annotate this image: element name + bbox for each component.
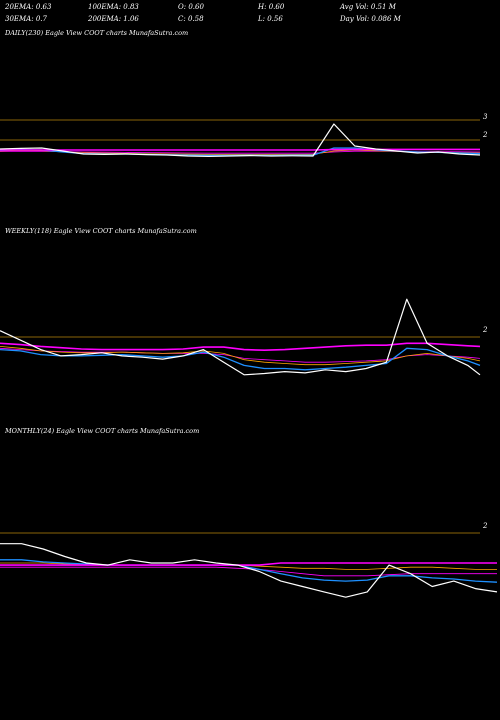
stat-200ema: 200EMA: 1.06: [88, 15, 139, 23]
ema-fast-line: [0, 347, 481, 371]
price-line: [0, 298, 481, 376]
ema-mid-line: [0, 562, 497, 566]
stat-30ema: 30EMA: 0.7: [5, 15, 47, 23]
ema-slow-line: [0, 346, 481, 366]
daily-y-tick-3: 3: [483, 113, 488, 121]
panel-daily: [0, 119, 481, 157]
stat-low: L: 0.56: [258, 15, 283, 23]
weekly-y-tick-2: 2: [483, 326, 488, 334]
panel-weekly: [0, 298, 481, 376]
daily-y-tick-2: 2: [483, 131, 488, 139]
stat-close: C: 0.58: [178, 15, 204, 23]
ema-mid-line: [0, 342, 481, 352]
monthly-panel-title: MONTHLY(24) Eagle View COOT charts Munaf…: [5, 427, 200, 435]
price-line: [0, 543, 498, 598]
monthly-y-tick-2: 2: [483, 522, 488, 530]
price-line: [0, 123, 481, 157]
stat-avg-vol: Avg Vol: 0.51 M: [340, 3, 396, 11]
stat-20ema: 20EMA: 0.63: [5, 3, 52, 11]
stat-day-vol: Day Vol: 0.086 M: [340, 15, 401, 23]
stat-open: O: 0.60: [178, 3, 204, 11]
stat-100ema: 100EMA: 0.83: [88, 3, 139, 11]
panel-monthly: [0, 532, 498, 598]
daily-panel-title: DAILY(230) Eagle View COOT charts Munafa…: [5, 29, 189, 37]
ema-mid-line: [0, 148, 480, 151]
stat-high: H: 0.60: [258, 3, 285, 11]
weekly-panel-title: WEEKLY(118) Eagle View COOT charts Munaf…: [5, 227, 197, 235]
